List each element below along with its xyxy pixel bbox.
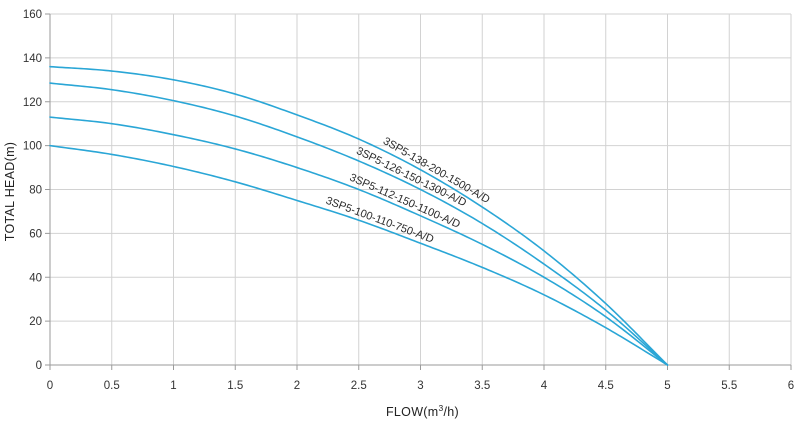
curve-labels: 3SP5-138-200-1500-A/D3SP5-126-150-1300-A… (324, 135, 492, 246)
y-tick-label: 0 (36, 360, 42, 372)
axis-titles: TOTAL HEAD(m) FLOW(m3/h) (3, 142, 459, 419)
x-axis-title-prefix: FLOW(m (386, 405, 438, 419)
x-tick-label: 6 (788, 380, 794, 392)
x-tick-label: 1.5 (227, 380, 243, 392)
x-tick-label: 5.5 (721, 380, 737, 392)
x-axis-title-superscript: 3 (438, 403, 443, 413)
y-tick-label: 160 (23, 9, 42, 21)
y-tick-label: 80 (29, 185, 42, 197)
x-tick-label: 3 (417, 380, 423, 392)
series-line-3 (49, 116, 669, 366)
y-tick-label: 120 (23, 97, 42, 109)
y-tick-label: 100 (23, 141, 42, 153)
x-tick-label: 0.5 (104, 380, 120, 392)
series-line-2 (49, 82, 669, 366)
x-tick-label: 4.5 (598, 380, 614, 392)
axes (45, 13, 792, 370)
x-tick-label: 0 (47, 380, 53, 392)
grid (50, 13, 792, 365)
series-line-1 (49, 65, 669, 366)
tick-labels: 0 20 40 60 80 100 120 140 160 0 0.5 1 1.5 2 2.5 3 3.5 4 4.… (23, 9, 794, 392)
y-tick-label: 40 (29, 272, 42, 284)
curves (49, 65, 669, 366)
series-line-4 (49, 144, 669, 366)
x-axis-title: FLOW(m3/h) (386, 403, 459, 419)
y-tick-label: 20 (29, 316, 42, 328)
x-tick-label: 1 (170, 380, 176, 392)
x-tick-label: 5 (664, 380, 670, 392)
x-tick-label: 3.5 (474, 380, 490, 392)
x-tick-label: 4 (541, 380, 548, 392)
y-tick-label: 140 (23, 53, 42, 65)
y-tick-label: 60 (29, 228, 42, 240)
x-tick-label: 2.5 (351, 380, 367, 392)
x-axis-title-suffix: /h) (444, 405, 460, 419)
x-tick-label: 2 (294, 380, 300, 392)
y-axis-title: TOTAL HEAD(m) (3, 142, 17, 242)
